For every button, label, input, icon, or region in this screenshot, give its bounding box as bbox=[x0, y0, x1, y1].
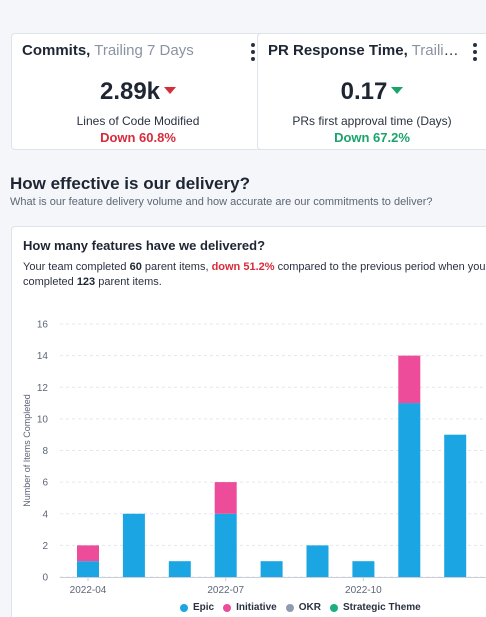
y-tick-label: 0 bbox=[42, 573, 48, 584]
legend-dot-icon bbox=[329, 603, 338, 612]
bar-segment-epic bbox=[214, 513, 237, 577]
section-subtitle: What is our feature delivery volume and … bbox=[10, 196, 433, 208]
bar-segment-epic bbox=[168, 561, 191, 577]
features-count-previous: 123 bbox=[76, 276, 96, 288]
y-tick-label: 10 bbox=[37, 414, 49, 425]
features-desc-text: completed bbox=[23, 276, 77, 288]
y-tick-label: 6 bbox=[42, 478, 48, 489]
features-count-current: 60 bbox=[129, 261, 142, 273]
features-desc-text: parent items, bbox=[141, 261, 212, 273]
y-tick-label: 4 bbox=[42, 509, 48, 520]
bar-segment-initiative bbox=[214, 482, 237, 514]
x-tick-label: 2022-07 bbox=[207, 585, 244, 596]
pr-value: 0.17 bbox=[340, 78, 388, 105]
y-tick-label: 8 bbox=[42, 446, 48, 457]
commits-card-period: Trailing 7 Days bbox=[90, 42, 194, 59]
features-bar-chart: 0 2 4 6 8 10 12 14 16 Number of Items Completed 20… bbox=[22, 320, 486, 596]
y-tick-label: 12 bbox=[37, 383, 49, 394]
bar-segment-epic bbox=[352, 561, 375, 577]
legend-label: Epic bbox=[193, 602, 215, 613]
x-tick-label: 2022-04 bbox=[70, 585, 107, 596]
commits-card-menu-icon[interactable] bbox=[250, 43, 256, 61]
chart-legend: Epic Initiative OKR Strategic Theme bbox=[180, 602, 421, 613]
pr-value-row: 0.17 bbox=[258, 78, 486, 106]
features-desc-text: parent items. bbox=[95, 276, 162, 288]
commits-change: Down 60.8% bbox=[100, 130, 176, 145]
commits-value: 2.89k bbox=[99, 78, 161, 105]
legend-item-okr[interactable]: OKR bbox=[285, 602, 321, 613]
legend-item-initiative[interactable]: Initiative bbox=[223, 602, 277, 613]
pr-change: Down 67.2% bbox=[334, 130, 410, 145]
pr-card-menu-icon[interactable] bbox=[472, 43, 478, 61]
trend-down-icon bbox=[164, 87, 177, 95]
bar-segment-epic bbox=[398, 403, 421, 577]
pr-metric-label: PRs first approval time (Days) bbox=[292, 114, 452, 128]
y-tick-label: 14 bbox=[37, 351, 49, 362]
pr-card-title: PR Response Time, bbox=[268, 42, 408, 59]
trend-down-icon bbox=[391, 87, 404, 95]
bar-segment-epic bbox=[306, 545, 329, 577]
legend-label: OKR bbox=[298, 602, 321, 613]
x-tick-label: 2022-10 bbox=[345, 585, 382, 596]
pr-response-card: PR Response Time, Trailing 9... 0.17 PRs… bbox=[257, 33, 486, 150]
bar-segment-epic bbox=[122, 513, 145, 577]
legend-dot-icon bbox=[285, 603, 294, 612]
bar-segment-initiative bbox=[77, 545, 99, 562]
legend-item-strategic-theme[interactable]: Strategic Theme bbox=[329, 602, 421, 613]
legend-label: Strategic Theme bbox=[342, 602, 421, 613]
legend-dot-icon bbox=[180, 603, 188, 612]
commits-metric-label: Lines of Code Modified bbox=[76, 114, 200, 128]
bar-segment-epic bbox=[444, 434, 467, 577]
legend-label: Initiative bbox=[236, 602, 277, 613]
y-tick-label: 16 bbox=[37, 320, 49, 331]
features-title: How many features have we delivered? bbox=[23, 238, 266, 253]
features-desc-text: Your team completed bbox=[23, 261, 130, 273]
legend-item-epic[interactable]: Epic bbox=[180, 602, 214, 613]
commits-value-row: 2.89k bbox=[12, 78, 264, 106]
legend-dot-icon bbox=[223, 603, 232, 612]
features-description: Your team completed 60 parent items, dow… bbox=[23, 260, 486, 290]
features-desc-text: compared to the previous period when you… bbox=[274, 261, 486, 273]
commits-card-title: Commits, bbox=[22, 42, 91, 59]
y-axis-label: Number of Items Completed bbox=[22, 394, 32, 507]
features-change: down 51.2% bbox=[211, 261, 275, 273]
section-title: How effective is our delivery? bbox=[10, 174, 250, 193]
pr-card-period: Trailing 9... bbox=[411, 42, 460, 59]
bar-segment-epic bbox=[77, 561, 99, 577]
y-tick-label: 2 bbox=[42, 541, 48, 552]
commits-card: Commits, Trailing 7 Days 2.89k Lines of … bbox=[11, 33, 265, 150]
commits-card-header: Commits, Trailing 7 Days bbox=[22, 42, 238, 59]
bar-segment-epic bbox=[260, 561, 283, 577]
bar-segment-initiative bbox=[398, 355, 421, 404]
pr-card-header: PR Response Time, Trailing 9... bbox=[268, 42, 460, 59]
